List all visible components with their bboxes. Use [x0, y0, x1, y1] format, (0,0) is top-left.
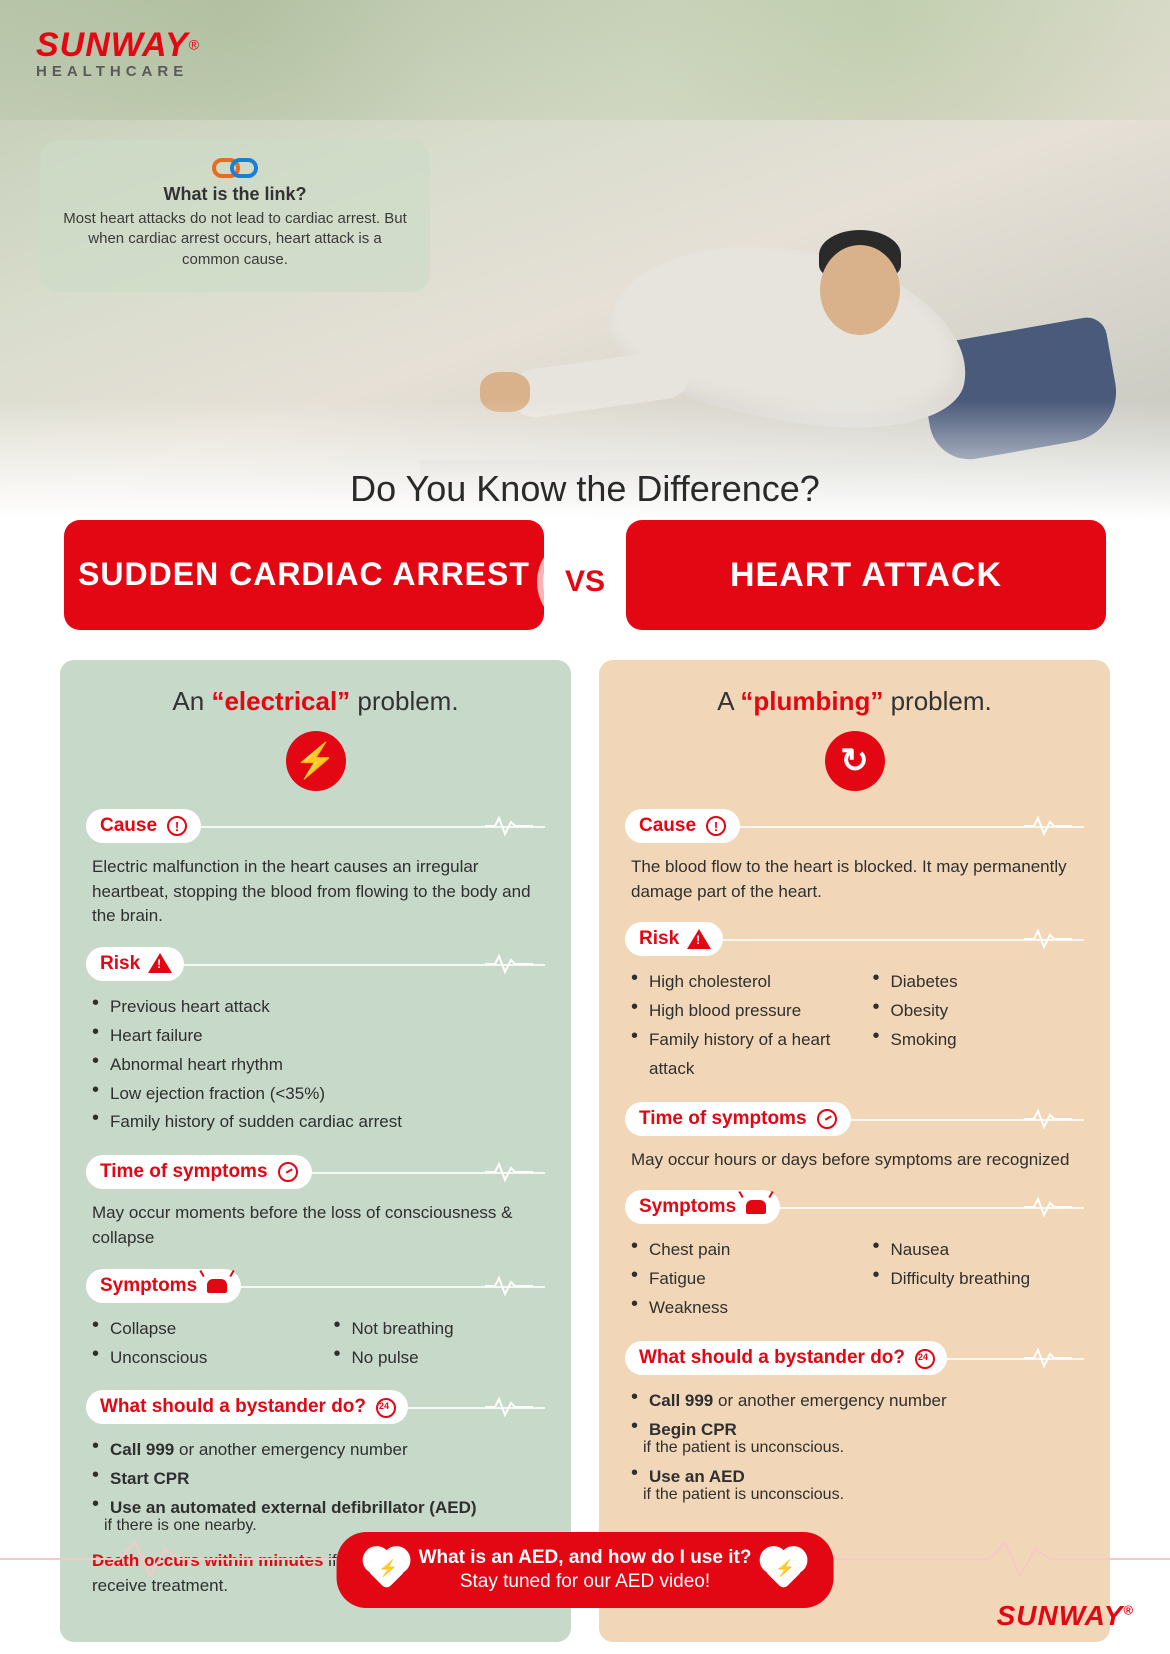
alert-icon: !	[706, 816, 726, 836]
title-left: SUDDEN CARDIAC ARREST	[64, 520, 544, 630]
brand-name: SUNWAY	[36, 26, 189, 64]
brand-logo: SUNWAY® HEALTHCARE	[36, 26, 199, 80]
right-bystander: What should a bystander do? Call 999 or …	[625, 1341, 1084, 1504]
comparison-columns: An “electrical” problem. ⚡ Cause! Electr…	[0, 660, 1170, 1642]
brand-reg: ®	[189, 37, 199, 53]
list-item: Difficulty breathing	[873, 1265, 1079, 1294]
list-item: Chest pain	[631, 1236, 837, 1265]
list-item: Start CPR	[92, 1465, 539, 1494]
list-item: Use an AED	[631, 1463, 1078, 1492]
link-callout: What is the link? Most heart attacks do …	[40, 140, 430, 292]
brand-sub: HEALTHCARE	[36, 63, 199, 80]
list-item: High blood pressure	[631, 997, 837, 1026]
list-item: Smoking	[873, 1026, 1079, 1055]
hero: SUNWAY® HEALTHCARE What is the link? Mos…	[0, 0, 1170, 520]
list-item: Begin CPR	[631, 1416, 1078, 1445]
list-item: Weakness	[631, 1294, 837, 1323]
title-bar: SUDDEN CARDIAC ARREST VS HEART ATTACK	[0, 520, 1170, 660]
right-subtitle: A “plumbing” problem.	[625, 686, 1084, 717]
emergency-icon	[915, 1349, 933, 1367]
link-text: Most heart attacks do not lead to cardia…	[62, 209, 408, 270]
list-item: Low ejection fraction (<35%)	[92, 1080, 539, 1109]
right-time-text: May occur hours or days before symptoms …	[625, 1148, 1084, 1173]
list-item: Not breathing	[334, 1315, 540, 1344]
siren-icon	[207, 1279, 227, 1293]
warning-icon	[689, 931, 709, 948]
list-item: Unconscious	[92, 1344, 298, 1373]
list-item: Diabetes	[873, 968, 1079, 997]
right-risk: Risk High cholesterol High blood pressur…	[625, 922, 1084, 1084]
footer: ⚡ What is an AED, and how do I use it? S…	[0, 1514, 1170, 1654]
heart-broken-icon: ⚡	[764, 1550, 804, 1590]
link-title: What is the link?	[62, 184, 408, 205]
collapsed-person-illustration	[540, 190, 1060, 490]
chain-link-icon	[62, 158, 408, 178]
list-item: Obesity	[873, 997, 1079, 1026]
list-item: Call 999 or another emergency number	[92, 1436, 539, 1465]
list-item: No pulse	[334, 1344, 540, 1373]
infographic-page: SUNWAY® HEALTHCARE What is the link? Mos…	[0, 0, 1170, 1654]
heart-broken-icon: ⚡	[367, 1550, 407, 1590]
warning-icon	[150, 955, 170, 972]
left-subtitle: An “electrical” problem.	[86, 686, 545, 717]
pulse-icon	[485, 815, 533, 837]
column-heart-attack: A “plumbing” problem. ↻ Cause! The blood…	[599, 660, 1110, 1642]
hero-question: Do You Know the Difference?	[0, 468, 1170, 510]
right-time: Time of symptoms May occur hours or days…	[625, 1102, 1084, 1173]
list-item: Call 999 or another emergency number	[631, 1387, 1078, 1416]
left-risk: Risk Previous heart attack Heart failure…	[86, 947, 545, 1137]
clock-icon	[278, 1162, 298, 1182]
list-item: Family history of a heart attack	[631, 1026, 837, 1084]
list-item: High cholesterol	[631, 968, 837, 997]
left-symptoms: Symptoms Collapse Unconscious Not breath…	[86, 1269, 545, 1373]
cycle-icon: ↻	[825, 731, 885, 791]
right-cause-text: The blood flow to the heart is blocked. …	[625, 855, 1084, 904]
left-cause-text: Electric malfunction in the heart causes…	[86, 855, 545, 929]
alert-icon: !	[167, 816, 187, 836]
bolt-icon: ⚡	[286, 731, 346, 791]
list-item: Heart failure	[92, 1022, 539, 1051]
list-item: Family history of sudden cardiac arrest	[92, 1108, 539, 1137]
list-item: Fatigue	[631, 1265, 837, 1294]
right-symptoms: Symptoms Chest pain Fatigue Weakness Nau…	[625, 1190, 1084, 1323]
left-time: Time of symptoms May occur moments befor…	[86, 1155, 545, 1250]
left-risk-list: Previous heart attack Heart failure Abno…	[86, 993, 545, 1137]
aed-callout: ⚡ What is an AED, and how do I use it? S…	[337, 1532, 834, 1608]
footer-brand: SUNWAY®	[997, 1600, 1134, 1632]
list-item: Previous heart attack	[92, 993, 539, 1022]
aed-question: What is an AED, and how do I use it?	[419, 1546, 752, 1570]
title-right: HEART ATTACK	[626, 520, 1106, 630]
emergency-icon	[376, 1398, 394, 1416]
siren-icon	[746, 1200, 766, 1214]
vs-badge: VS	[543, 540, 627, 624]
aed-cta: Stay tuned for our AED video!	[419, 1570, 752, 1594]
list-item: Collapse	[92, 1315, 298, 1344]
list-item: Abnormal heart rhythm	[92, 1051, 539, 1080]
clock-icon	[817, 1109, 837, 1129]
list-item: Nausea	[873, 1236, 1079, 1265]
left-cause: Cause! Electric malfunction in the heart…	[86, 809, 545, 929]
column-cardiac-arrest: An “electrical” problem. ⚡ Cause! Electr…	[60, 660, 571, 1642]
left-time-text: May occur moments before the loss of con…	[86, 1201, 545, 1250]
right-cause: Cause! The blood flow to the heart is bl…	[625, 809, 1084, 904]
